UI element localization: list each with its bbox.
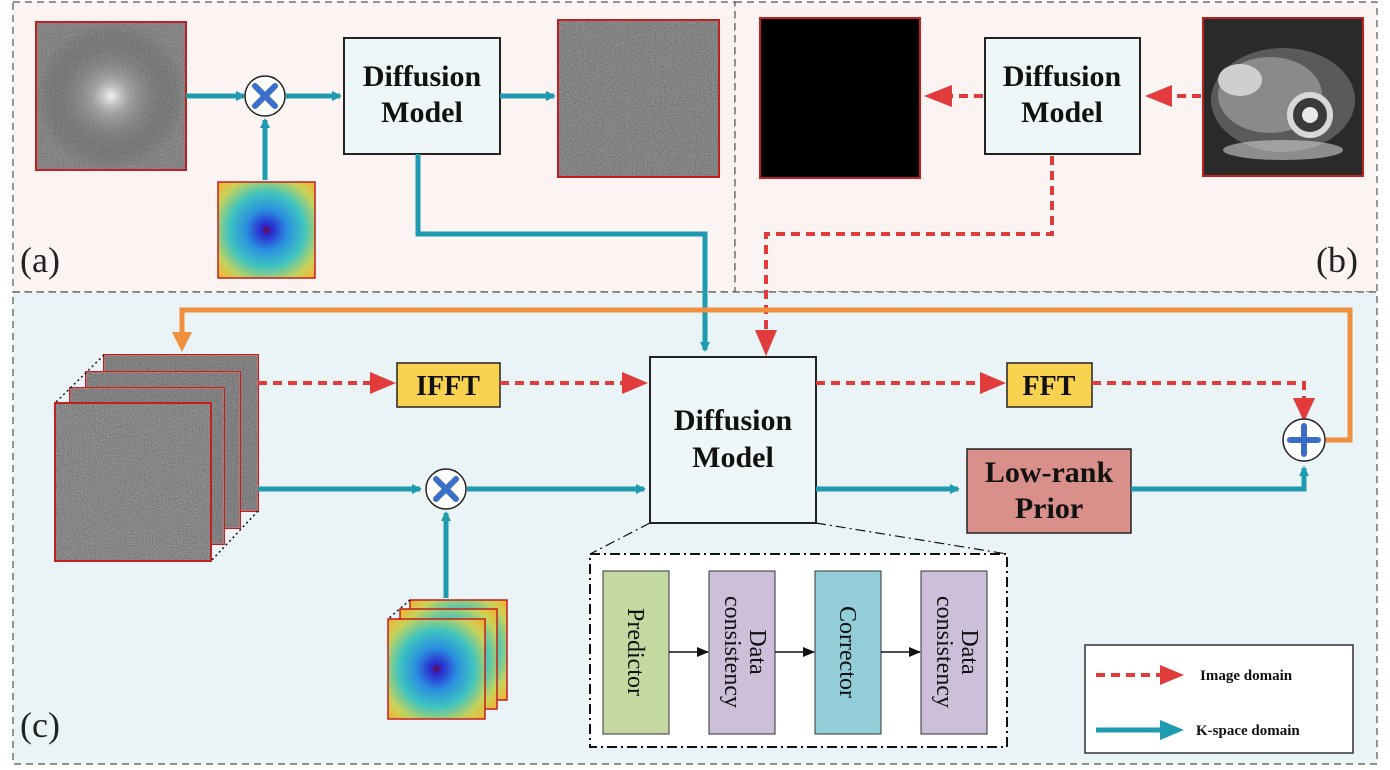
noise-image-a <box>557 19 720 178</box>
data-consistency-block-2: Data consistency <box>920 570 988 735</box>
predictor-block: Predictor <box>602 570 670 735</box>
feedback-loop-arrow <box>172 307 1353 443</box>
predictor-label: Predictor <box>622 608 648 696</box>
stacked-noise-images <box>54 354 259 562</box>
multiply-icon <box>425 468 467 510</box>
arrow-lowrank-to-plus <box>1131 466 1309 492</box>
arrow-images-to-ifft <box>258 372 396 394</box>
arrow-model-to-sparse-b <box>924 85 983 107</box>
diffusion-model-box-c: Diffusion Model <box>649 356 817 524</box>
ifft-box: IFFT <box>396 362 501 408</box>
diffusion-model-box-b: Diffusion Model <box>984 37 1141 155</box>
fft-box: FFT <box>1006 362 1093 408</box>
diffusion-model-a-line1: Diffusion <box>363 60 482 93</box>
corrector-label: Corrector <box>834 606 860 698</box>
panel-label-b: (b) <box>1316 240 1358 280</box>
diffusion-model-b-line1: Diffusion <box>1003 60 1122 93</box>
stacked-weighting-maps <box>387 599 508 720</box>
diffusion-model-c-line2: Model <box>692 441 774 474</box>
legend-kspace-domain: K-space domain <box>1096 720 1300 740</box>
diffusion-model-box-a: Diffusion Model <box>343 37 501 155</box>
low-rank-prior-box: Low-rank Prior <box>966 448 1132 534</box>
low-rank-label-line2: Prior <box>1015 492 1083 525</box>
legend-image-domain: Image domain <box>1096 665 1293 685</box>
corrector-block: Corrector <box>814 570 882 735</box>
dc1-label-line1: Data <box>744 629 770 675</box>
dc2-label-line2: consistency <box>931 596 957 708</box>
low-rank-label-line1: Low-rank <box>985 456 1114 489</box>
ifft-label: IFFT <box>416 371 480 402</box>
pipeline-inset: Predictor Data consistency Corrector Dat… <box>589 553 1008 748</box>
plus-icon <box>1282 418 1326 462</box>
arrow-mri-to-model-b <box>1145 85 1201 107</box>
dc1-label-line2: consistency <box>719 596 745 708</box>
diffusion-model-c-line1: Diffusion <box>674 404 793 437</box>
kspace-image-a <box>35 21 187 171</box>
fft-label: FFT <box>1023 371 1076 402</box>
diffusion-model-b-line2: Model <box>1021 96 1103 129</box>
legend-image-domain-label: Image domain <box>1200 668 1293 684</box>
arrow-model-to-fft <box>816 372 1006 394</box>
data-consistency-block-1: Data consistency <box>708 570 776 735</box>
mri-image-b <box>1202 17 1364 177</box>
diffusion-model-a-line2: Model <box>381 96 463 129</box>
arrow-ifft-to-model <box>500 372 648 394</box>
arrow-model-a-to-model-c <box>415 154 710 352</box>
arrow-model-b-to-model-c <box>755 156 1054 356</box>
panel-label-a: (a) <box>20 240 60 280</box>
weighting-map-a <box>217 181 316 279</box>
sparse-image-b <box>759 17 921 179</box>
legend: Image domain K-space domain <box>1084 644 1354 754</box>
arrow-fft-to-plus <box>1092 381 1315 422</box>
dc2-label-line1: Data <box>956 629 982 675</box>
legend-kspace-domain-label: K-space domain <box>1196 723 1300 739</box>
panel-label-c: (c) <box>20 705 60 745</box>
multiply-icon <box>244 75 286 117</box>
zoom-connector-right <box>815 522 1008 555</box>
